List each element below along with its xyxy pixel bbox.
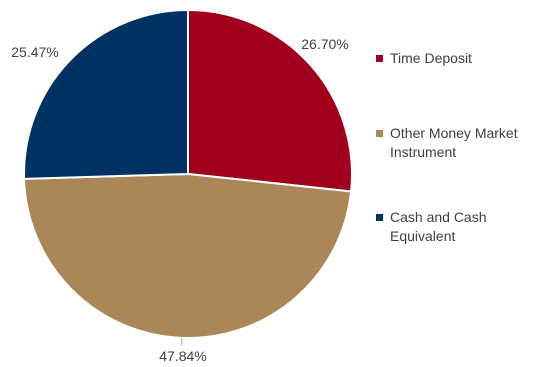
legend-item-time-deposit: Time Deposit: [376, 49, 537, 68]
pie-slice-other-money-market-instrument: [23, 173, 353, 339]
data-labels: 26.70% 47.84% 25.47%: [11, 36, 348, 364]
legend-swatch-cash-and-cash-equivalent: [376, 214, 383, 221]
data-label-time-deposit: 26.70%: [301, 36, 348, 52]
legend-item-cash-and-cash-equivalent: Cash and Cash Equivalent: [376, 208, 537, 246]
pie-slices: [23, 9, 353, 339]
legend-swatch-other-money-market-instrument: [376, 130, 383, 137]
legend-swatch-time-deposit: [376, 55, 383, 62]
data-label-cash-and-cash-equivalent: 25.47%: [11, 44, 58, 60]
legend-label-cash-and-cash-equivalent: Cash and Cash Equivalent: [390, 209, 487, 244]
pie-slice-time-deposit: [187, 9, 353, 193]
legend-label-other-money-market-instrument: Other Money Market Instrument: [390, 125, 518, 160]
legend-label-time-deposit: Time Deposit: [390, 50, 472, 66]
legend-item-other-money-market-instrument: Other Money Market Instrument: [376, 124, 537, 162]
pie-slice-cash-and-cash-equivalent: [23, 9, 189, 180]
data-label-other-money-market-instrument: 47.84%: [159, 348, 206, 364]
